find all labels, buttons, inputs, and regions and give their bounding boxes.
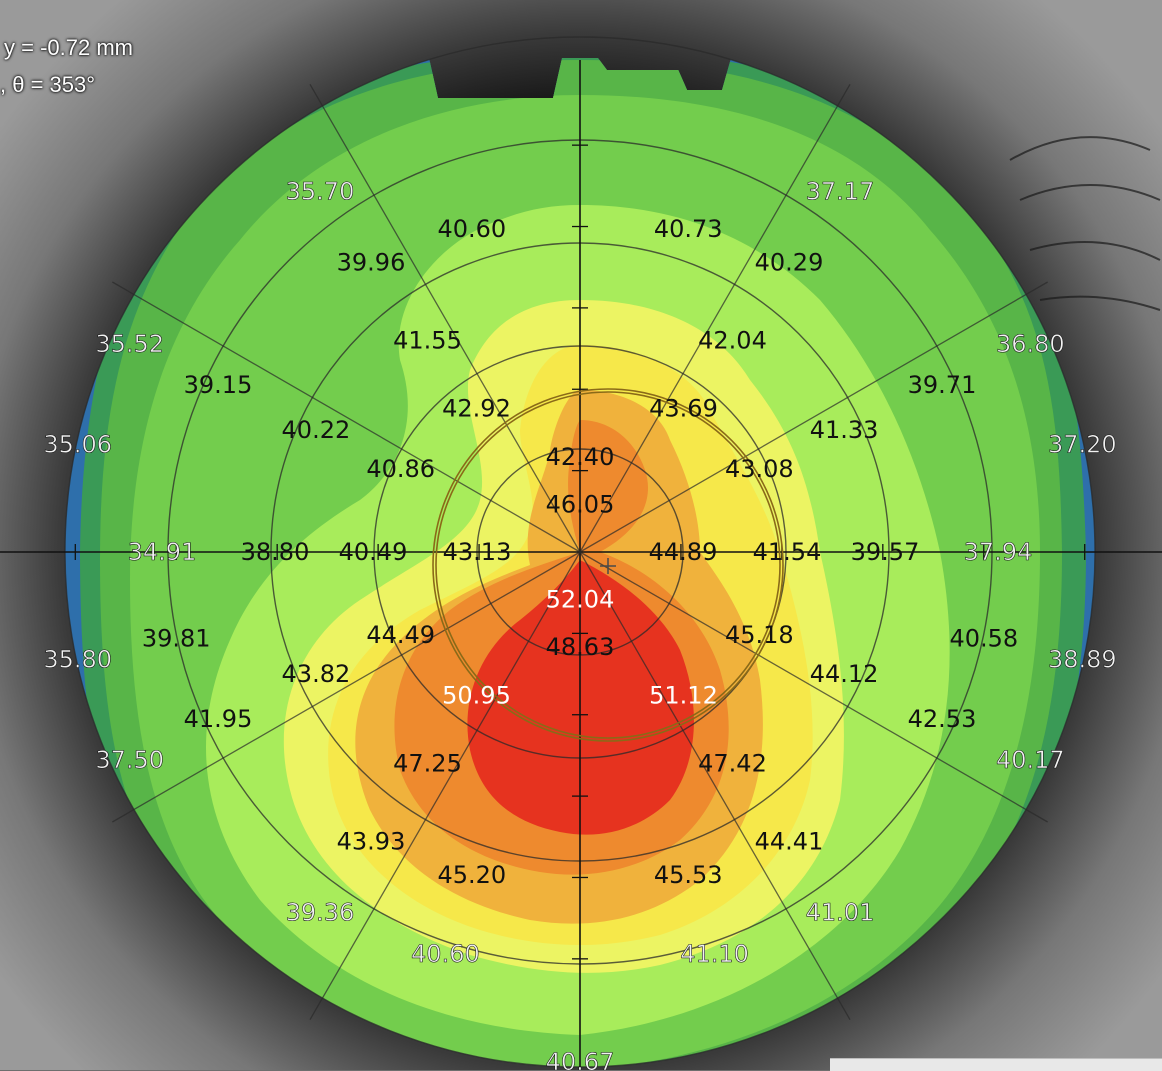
map-value-label: 40.29 — [755, 248, 824, 276]
eyelashes — [1009, 136, 1161, 311]
map-value-label: 39.71 — [908, 371, 977, 399]
map-value-label: 41.33 — [810, 416, 879, 444]
map-value-label: 40.58 — [949, 625, 1018, 653]
map-value-label: 41.95 — [184, 705, 253, 733]
map-value-label: 43.93 — [337, 828, 406, 856]
map-value-label: 40.49 — [339, 538, 408, 566]
map-value-label: 36.80 — [996, 330, 1065, 358]
map-value-label: 43.13 — [443, 538, 512, 566]
pupil-ring — [435, 391, 781, 739]
map-value-label: 40.86 — [366, 455, 435, 483]
grid-spoke — [309, 551, 581, 1020]
map-value-label: 34.91 — [128, 538, 197, 566]
map-value-label: 44.49 — [366, 621, 435, 649]
horizontal-scrollbar[interactable] — [830, 1058, 1162, 1071]
map-value-label: 40.17 — [996, 746, 1065, 774]
map-value-label: 41.54 — [753, 538, 822, 566]
grid-spoke — [579, 551, 1048, 823]
map-value-label: 44.89 — [649, 538, 718, 566]
map-value-label: 43.08 — [725, 455, 794, 483]
map-value-label: 41.10 — [680, 940, 749, 968]
map-value-label: 37.94 — [964, 538, 1033, 566]
map-value-label: 42.53 — [908, 705, 977, 733]
map-value-label: 35.70 — [286, 178, 355, 206]
map-value-label: 39.81 — [142, 625, 211, 653]
map-value-label: 42.92 — [442, 395, 511, 423]
polar-grid — [0, 36, 1162, 1070]
map-value-label: 41.01 — [806, 898, 875, 926]
map-value-label: 40.60 — [411, 940, 480, 968]
map-value-label: 39.36 — [286, 898, 355, 926]
map-value-label: 47.25 — [393, 749, 462, 777]
map-value-label: 44.12 — [810, 660, 879, 688]
grid-spoke — [112, 281, 581, 553]
map-value-label: 40.73 — [654, 215, 723, 243]
grid-spoke — [579, 84, 851, 553]
map-value-label: 40.22 — [282, 416, 351, 444]
map-value-label: 45.18 — [725, 621, 794, 649]
map-value-label: 37.50 — [95, 746, 164, 774]
map-value-label: 47.42 — [698, 749, 767, 777]
map-value-label: 40.60 — [437, 215, 506, 243]
map-value-label: 35.52 — [95, 330, 164, 358]
map-value-label: 39.57 — [851, 538, 920, 566]
map-value-label: 43.69 — [649, 395, 718, 423]
map-value-label: 52.04 — [546, 585, 615, 613]
pupil-outline — [432, 388, 784, 742]
map-value-labels: 44.89 43.13 46.05 52.04 41.54 43.08 43.69 42.92… — [43, 177, 1117, 1070]
map-value-label: 39.96 — [337, 248, 406, 276]
grid-spoke — [579, 551, 851, 1020]
grid-spoke — [112, 551, 581, 823]
map-value-label: 39.15 — [184, 371, 253, 399]
map-value-label: 45.53 — [654, 861, 723, 889]
map-value-label: 50.95 — [442, 681, 511, 709]
pupil-center-mark — [600, 558, 616, 574]
map-value-label: 35.06 — [43, 430, 112, 458]
map-value-label: 35.80 — [43, 646, 112, 674]
map-value-label: 48.63 — [546, 633, 615, 661]
map-value-label: 37.20 — [1048, 430, 1117, 458]
map-value-label: 45.20 — [437, 861, 506, 889]
theta-readout: , θ = 353° — [0, 72, 96, 97]
map-value-label: 43.82 — [282, 660, 351, 688]
pupil-ring — [432, 388, 784, 742]
map-value-label: 42.04 — [698, 327, 767, 355]
map-value-label: 40.67 — [546, 1048, 615, 1070]
map-value-label: 51.12 — [649, 681, 718, 709]
map-value-label: 46.05 — [546, 491, 615, 519]
map-value-label: 44.41 — [755, 828, 824, 856]
map-value-label: 37.17 — [806, 178, 875, 206]
map-value-label: 42.40 — [546, 443, 615, 471]
map-value-label: 41.55 — [393, 327, 462, 355]
map-value-label: 38.89 — [1048, 646, 1117, 674]
grid-spoke — [579, 281, 1048, 553]
y-coordinate-readout: y = -0.72 mm — [4, 35, 133, 60]
map-value-label: 38.80 — [241, 538, 310, 566]
grid-spoke — [309, 84, 581, 553]
